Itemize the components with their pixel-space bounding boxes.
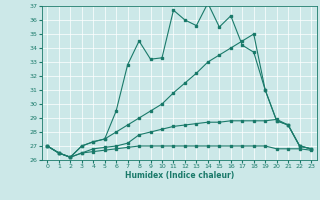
X-axis label: Humidex (Indice chaleur): Humidex (Indice chaleur) xyxy=(124,171,234,180)
